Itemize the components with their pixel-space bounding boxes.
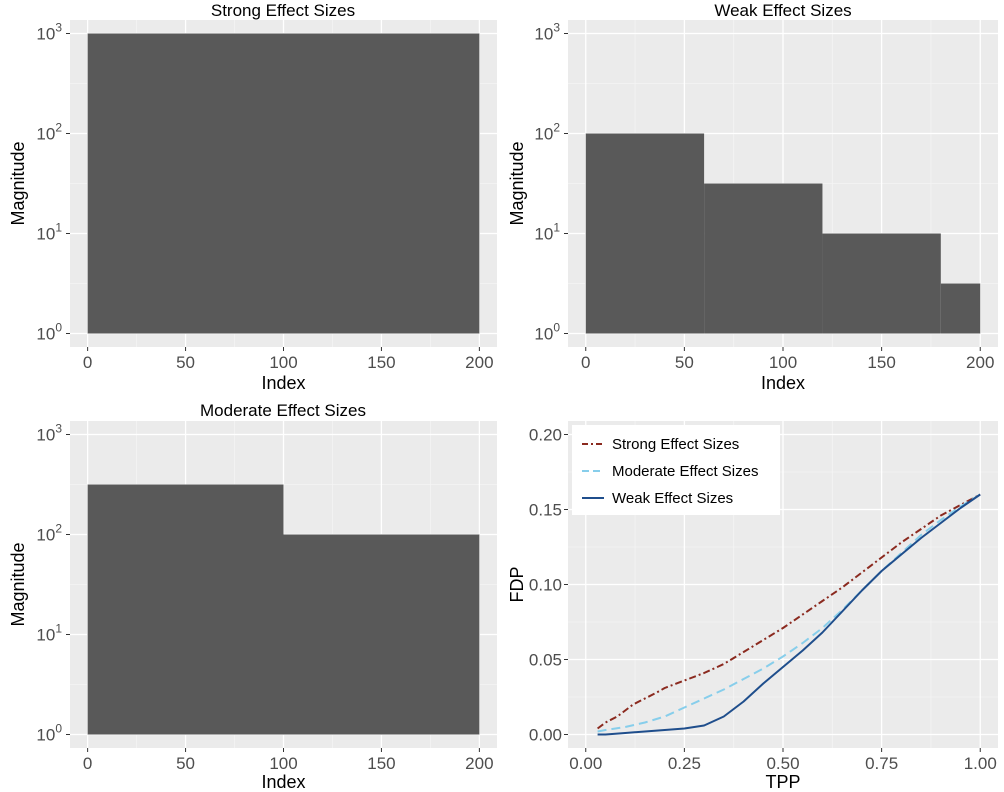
- x-tick-label: 50: [176, 353, 195, 372]
- y-tick-base: 10: [534, 325, 553, 344]
- y-tick-base: 10: [36, 125, 55, 144]
- x-tick-label: 150: [867, 353, 895, 372]
- y-tick-label: 102: [534, 121, 560, 144]
- y-tick-label: 0.15: [529, 501, 562, 520]
- y-tick-label: 0.20: [529, 426, 562, 445]
- x-axis-label: TPP: [765, 772, 800, 792]
- y-tick-base: 10: [36, 626, 55, 645]
- y-tick-label: 103: [36, 422, 62, 445]
- x-tick-label: 0.75: [865, 754, 898, 773]
- x-tick-label: 200: [465, 353, 493, 372]
- panel-4: 0.00 0.25 0.50 0.75 1.00 0.00 0.05 0.10 0.15 0.20…: [507, 421, 998, 792]
- y-axis-label: Magnitude: [507, 141, 527, 225]
- x-tick-label: 0.25: [668, 754, 701, 773]
- x-tick-label: 100: [269, 754, 297, 773]
- bar-segment-2: [704, 183, 823, 334]
- x-tick-label: 0: [581, 353, 590, 372]
- y-tick-exponent: 2: [553, 121, 560, 135]
- x-tick-label: 0.00: [569, 754, 602, 773]
- bar-segment-1: [585, 133, 705, 334]
- y-tick-label: 101: [534, 221, 560, 244]
- y-tick-exponent: 0: [55, 321, 62, 335]
- y-tick-base: 10: [36, 726, 55, 745]
- y-axis-label: FDP: [507, 567, 527, 603]
- x-tick-label: 200: [465, 754, 493, 773]
- y-tick-exponent: 1: [553, 221, 560, 235]
- y-tick-label: 102: [36, 522, 62, 545]
- y-tick-label: 103: [36, 21, 62, 44]
- x-tick-label: 100: [769, 353, 797, 372]
- panel-title: Moderate Effect Sizes: [200, 401, 366, 420]
- x-axis-label: Index: [261, 772, 305, 792]
- y-tick-label: 102: [36, 121, 62, 144]
- y-tick-label: 100: [36, 321, 62, 344]
- x-tick-label: 50: [675, 353, 694, 372]
- legend-label-1: Strong Effect Sizes: [612, 436, 739, 453]
- bar-segment-3: [822, 233, 941, 334]
- x-tick-label: 0: [83, 353, 92, 372]
- y-tick-label: 103: [534, 21, 560, 44]
- x-tick-label: 0.50: [766, 754, 799, 773]
- y-tick-label: 0.10: [529, 576, 562, 595]
- y-tick-exponent: 0: [553, 321, 560, 335]
- y-tick-exponent: 3: [553, 21, 560, 35]
- y-tick-base: 10: [36, 25, 55, 44]
- bar-segment-4: [940, 283, 981, 334]
- series-line-weak-effect-sizes: [597, 493, 981, 736]
- bar-segment-1: [87, 484, 284, 735]
- x-tick-label: 50: [176, 754, 195, 773]
- y-tick-base: 10: [36, 325, 55, 344]
- legend-box: [572, 425, 780, 515]
- y-tick-label: 0.00: [529, 726, 562, 745]
- bar-segment-2: [283, 534, 480, 735]
- y-tick-base: 10: [36, 225, 55, 244]
- x-tick-label: 200: [966, 353, 994, 372]
- legend-label-2: Moderate Effect Sizes: [612, 463, 758, 480]
- x-tick-label: 100: [269, 353, 297, 372]
- y-tick-exponent: 0: [55, 722, 62, 736]
- y-tick-exponent: 3: [55, 21, 62, 35]
- x-tick-label: 150: [367, 754, 395, 773]
- y-tick-exponent: 1: [55, 221, 62, 235]
- series-line-moderate-effect-sizes: [597, 493, 981, 733]
- y-axis-label: Magnitude: [8, 141, 28, 225]
- y-tick-label: 100: [36, 722, 62, 745]
- bar-segment-1: [87, 33, 480, 334]
- x-axis-label: Index: [761, 373, 805, 393]
- x-axis-label: Index: [261, 373, 305, 393]
- y-tick-base: 10: [534, 125, 553, 144]
- y-tick-label: 101: [36, 622, 62, 645]
- y-tick-base: 10: [36, 526, 55, 545]
- x-tick-label: 1.00: [964, 754, 997, 773]
- y-tick-label: 101: [36, 221, 62, 244]
- y-tick-base: 10: [534, 25, 553, 44]
- y-tick-exponent: 1: [55, 622, 62, 636]
- y-tick-exponent: 3: [55, 422, 62, 436]
- y-tick-exponent: 2: [55, 121, 62, 135]
- legend-label-3: Weak Effect Sizes: [612, 490, 733, 507]
- legend: Strong Effect Sizes Moderate Effect Sizes…: [572, 425, 780, 515]
- y-tick-label: 100: [534, 321, 560, 344]
- x-tick-label: 150: [367, 353, 395, 372]
- y-tick-exponent: 2: [55, 522, 62, 536]
- y-tick-base: 10: [534, 225, 553, 244]
- x-tick-label: 0: [83, 754, 92, 773]
- panel-title: Strong Effect Sizes: [211, 1, 355, 20]
- y-axis-label: Magnitude: [8, 542, 28, 626]
- panel-title: Weak Effect Sizes: [714, 1, 851, 20]
- series-line-strong-effect-sizes: [596, 493, 981, 730]
- y-tick-label: 0.05: [529, 651, 562, 670]
- y-tick-base: 10: [36, 426, 55, 445]
